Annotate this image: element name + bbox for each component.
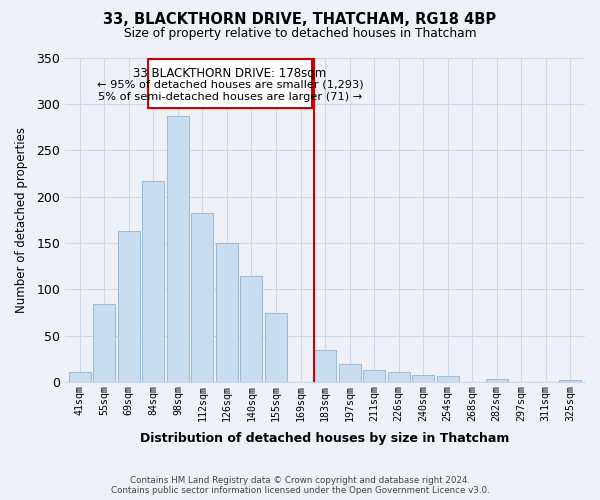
Text: Size of property relative to detached houses in Thatcham: Size of property relative to detached ho…: [124, 28, 476, 40]
Text: 33 BLACKTHORN DRIVE: 178sqm: 33 BLACKTHORN DRIVE: 178sqm: [133, 67, 326, 80]
Bar: [485, 380, 508, 382]
Text: 33, BLACKTHORN DRIVE, THATCHAM, RG18 4BP: 33, BLACKTHORN DRIVE, THATCHAM, RG18 4BP: [103, 12, 497, 28]
Bar: [363, 370, 385, 382]
Bar: [93, 304, 115, 382]
Bar: [241, 276, 262, 382]
Text: ← 95% of detached houses are smaller (1,293): ← 95% of detached houses are smaller (1,…: [97, 80, 364, 90]
X-axis label: Distribution of detached houses by size in Thatcham: Distribution of detached houses by size …: [140, 432, 510, 445]
Text: Contains HM Land Registry data © Crown copyright and database right 2024.
Contai: Contains HM Land Registry data © Crown c…: [110, 476, 490, 495]
Bar: [265, 312, 287, 382]
Bar: [118, 231, 140, 382]
Bar: [69, 372, 91, 382]
FancyBboxPatch shape: [148, 60, 311, 108]
Bar: [216, 243, 238, 382]
Bar: [191, 214, 214, 382]
Bar: [142, 181, 164, 382]
Bar: [412, 374, 434, 382]
Bar: [338, 364, 361, 382]
Bar: [167, 116, 189, 382]
Bar: [314, 350, 336, 382]
Bar: [388, 372, 410, 382]
Bar: [559, 380, 581, 382]
Y-axis label: Number of detached properties: Number of detached properties: [15, 127, 28, 313]
Text: 5% of semi-detached houses are larger (71) →: 5% of semi-detached houses are larger (7…: [98, 92, 362, 102]
Bar: [437, 376, 458, 382]
